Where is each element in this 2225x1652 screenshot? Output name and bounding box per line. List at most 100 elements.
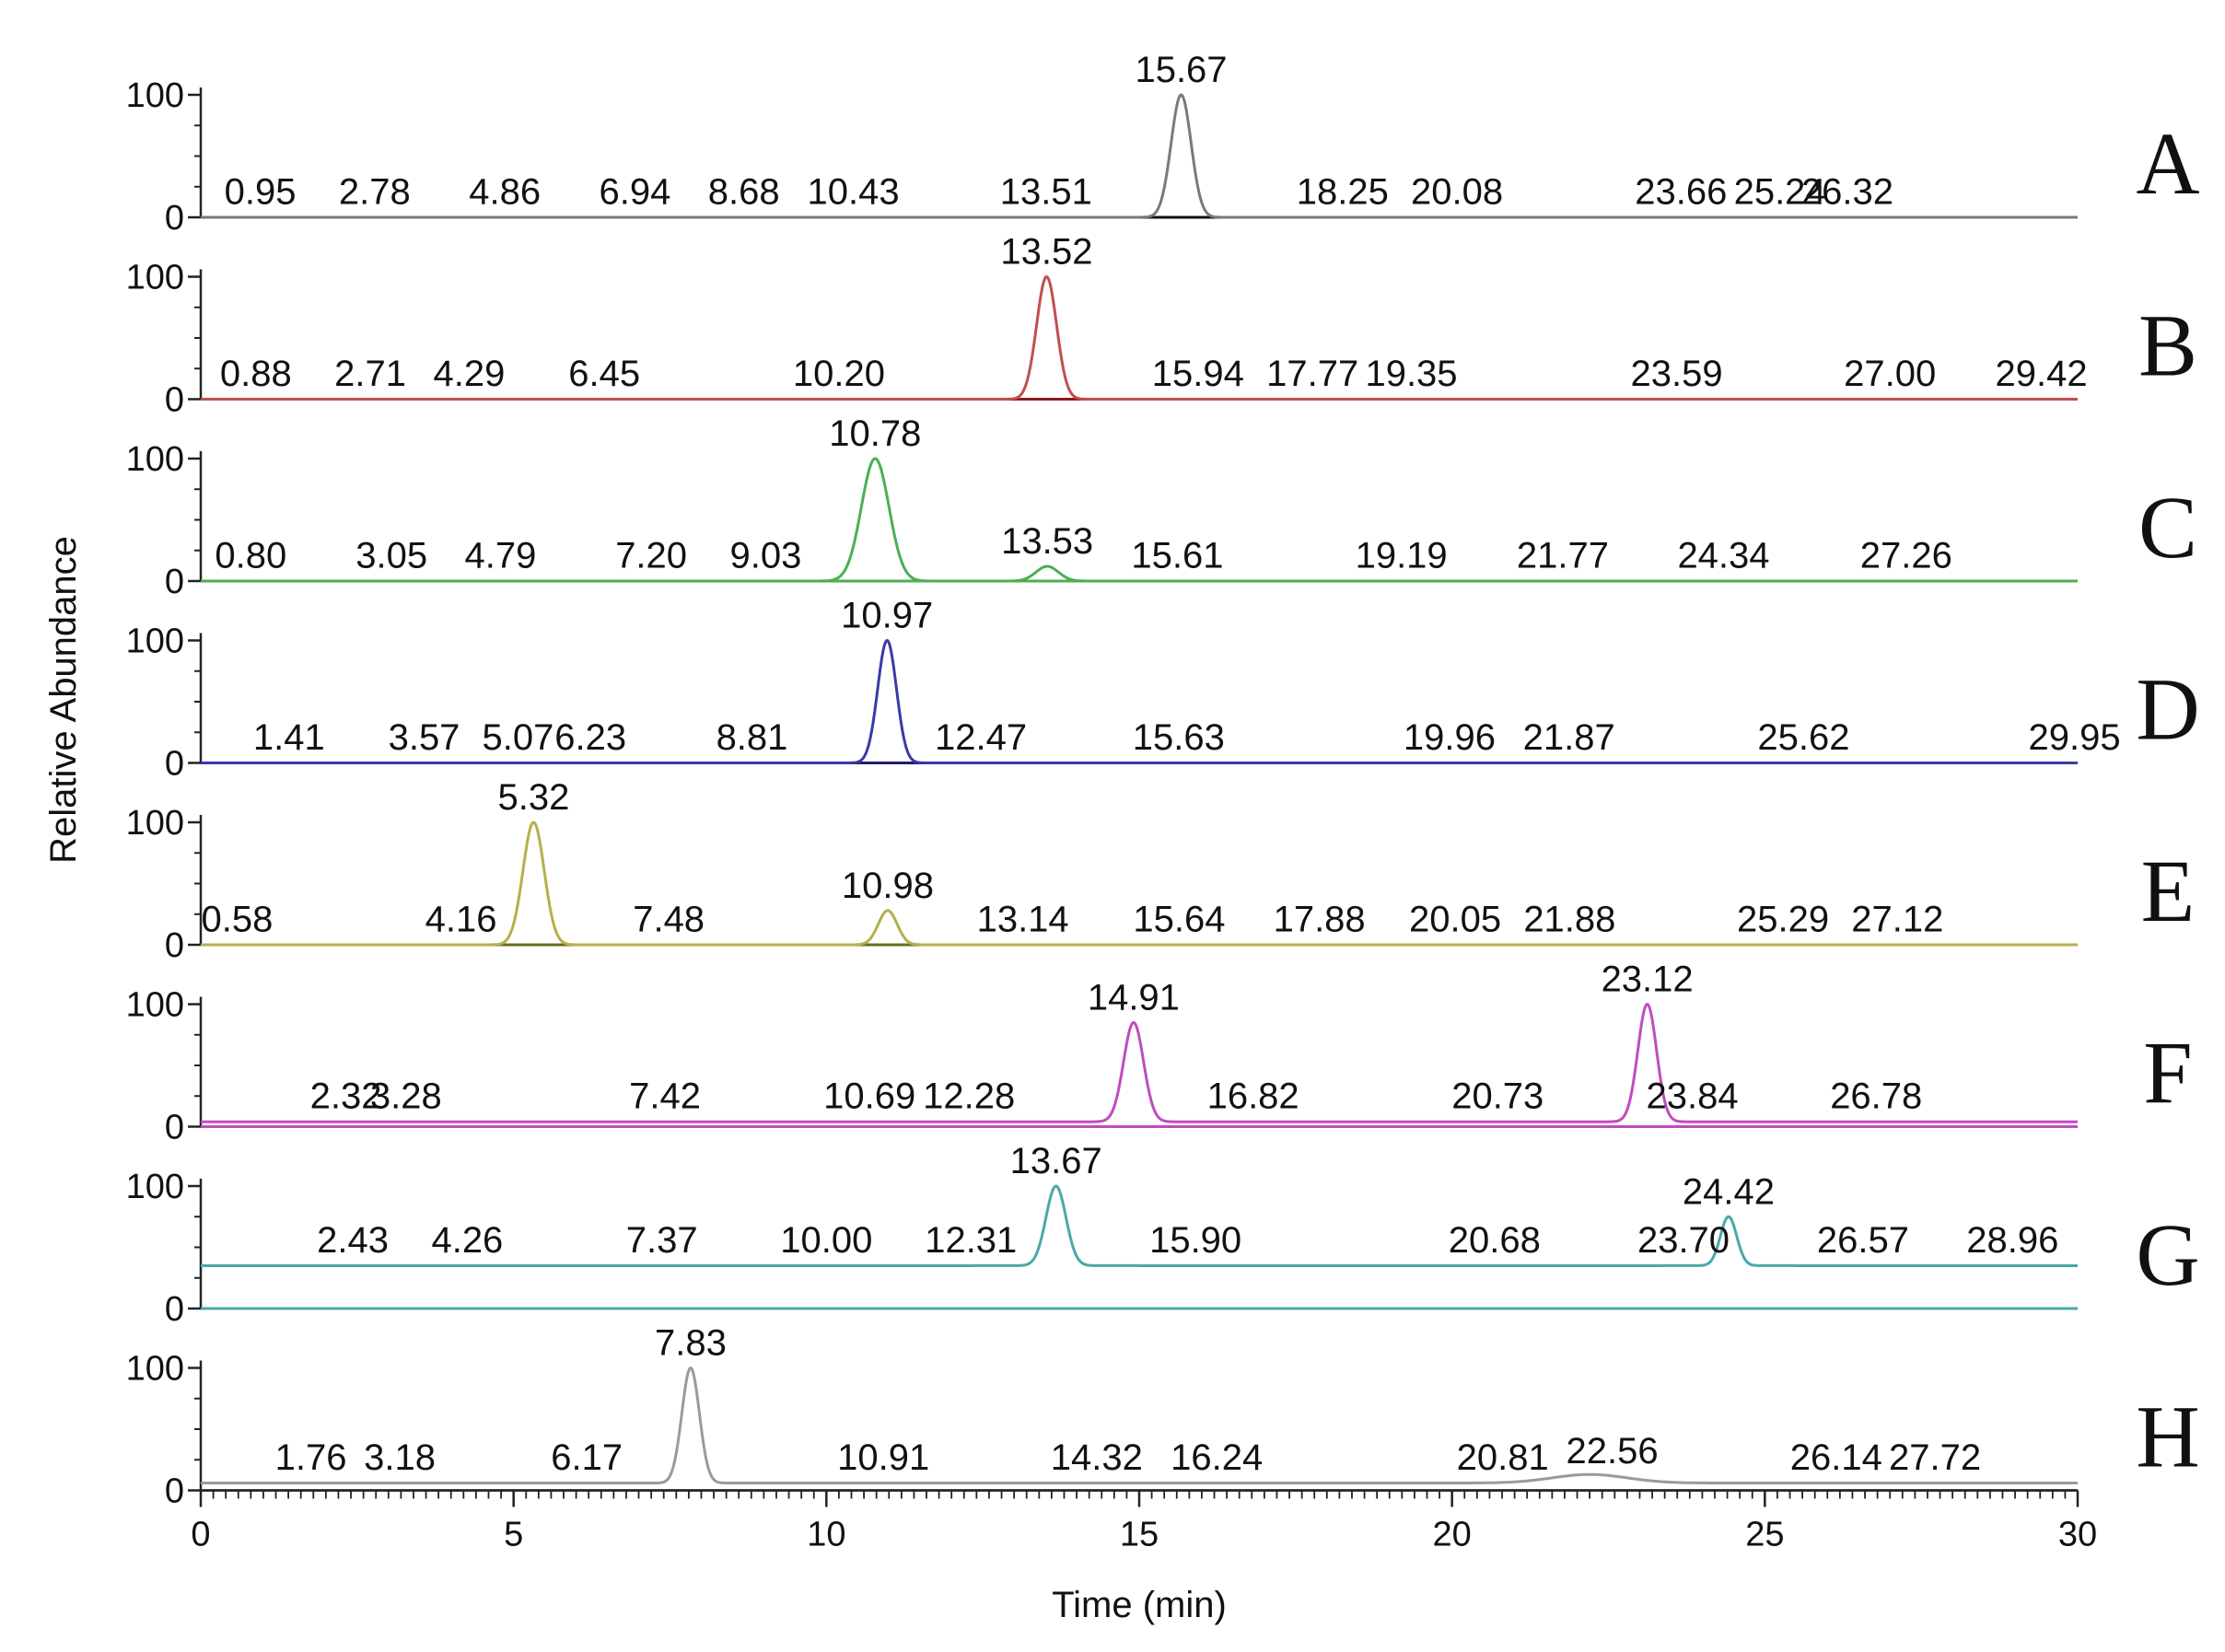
peak-label: 16.24 [1171,1437,1263,1478]
panel-d: 100 0 10.97 1.41 3.57 5.07 6.23 8.81 12.47 15.63 1… [126,596,2200,784]
peak-label: 23.70 [1637,1220,1730,1261]
peak-label: 4.26 [431,1220,503,1261]
peak-label: 29.95 [2029,717,2121,758]
panel-f: 100 0 14.91 23.12 2.323.28 7.42 10.69 12.28 16.8… [126,960,2193,1147]
peak-label: 15.61 [1131,535,1223,576]
peak-label: 10.00 [780,1220,872,1261]
peak-label: 20.81 [1457,1437,1549,1478]
trace-line [201,1184,2078,1267]
peak-label: 23.59 [1630,354,1722,394]
peak-label: 15.67 [1135,50,1227,90]
peak-label: 20.73 [1451,1076,1544,1117]
panels-group: 100 0 15.67 0.95 2.78 4.86 6.94 8.68 10.43 13.51 1… [126,50,2200,1511]
panel-a: 100 0 15.67 0.95 2.78 4.86 6.94 8.68 10.43 13.51 1… [126,50,2200,238]
peak-label: 24.34 [1677,535,1769,576]
y-tick-label-0: 0 [165,563,184,601]
y-tick-label-0: 0 [165,381,184,420]
trace-line [201,639,2078,764]
peak-label: 10.98 [842,866,934,906]
peak-label: 0.58 [201,899,273,939]
peak-label: 12.47 [935,717,1027,758]
peak-label: 23.84 [1646,1076,1738,1117]
peak-label: 2.43 [317,1220,389,1261]
peak-label: 19.35 [1365,354,1457,394]
peak-label: 2.71 [334,354,406,394]
peak-label: 1.41 [253,717,325,758]
peak-label: 29.42 [1996,354,2088,394]
peak-label: 25.62 [1757,717,1849,758]
peak-label: 26.78 [1830,1076,1922,1117]
y-tick-label-100: 100 [126,440,184,479]
x-tick-label: 25 [1745,1516,1784,1554]
panel-h: 100 0 7.83 22.56 1.76 3.18 6.17 10.91 14.32 16.24… [126,1323,2200,1511]
peak-label: 3.57 [389,717,460,758]
peak-label: 8.81 [716,717,788,758]
y-tick-label-100: 100 [126,986,184,1025]
peak-label: 15.90 [1149,1220,1241,1261]
y-tick-label-100: 100 [126,1350,184,1389]
peak-label: 7.37 [626,1220,698,1261]
peak-label: 9.03 [730,535,802,576]
peak-label: 26.57 [1817,1220,1909,1261]
peak-label: 4.16 [425,899,497,939]
trace-line [201,820,2078,947]
peak-label: 7.20 [615,535,687,576]
peak-label: 19.96 [1404,717,1496,758]
peak-label: 13.67 [1010,1141,1102,1181]
x-tick-label: 5 [504,1516,523,1554]
peak-label: 26.32 [1801,171,1893,212]
peak-label: 12.28 [923,1076,1015,1117]
peak-label: 3.28 [370,1076,442,1117]
peak-label: 0.95 [225,171,297,212]
peak-label: 20.08 [1411,171,1503,212]
peak-label: 10.69 [823,1076,915,1117]
x-tick-label: 20 [1433,1516,1472,1554]
peak-label: 13.53 [1001,521,1093,562]
peak-label: 27.12 [1851,899,1943,939]
y-tick-label-0: 0 [165,745,184,784]
panel-letter: F [2143,1024,2192,1123]
panel-e: 100 0 5.32 10.98 0.58 4.16 7.48 13.14 15.64 17.88… [126,777,2196,965]
peak-label: 13.14 [977,899,1069,939]
y-tick-label-0: 0 [165,1109,184,1147]
peak-label: 2.78 [339,171,411,212]
peak-label: 21.87 [1523,717,1615,758]
y-tick-label-100: 100 [126,76,184,115]
peak-label: 24.42 [1683,1171,1775,1212]
peak-label: 5.32 [497,777,569,818]
panel-letter: A [2136,114,2199,213]
peak-label: 7.83 [655,1323,727,1364]
peak-label: 23.12 [1602,960,1694,1000]
peak-label: 20.68 [1449,1220,1541,1261]
trace-line [201,1367,2078,1484]
panel-letter: D [2136,660,2199,759]
peak-label: 10.20 [793,354,885,394]
peak-label: 6.17 [551,1437,623,1478]
x-tick-label: 0 [191,1516,210,1554]
peak-label: 8.68 [708,171,780,212]
peak-label: 0.80 [215,535,286,576]
peak-label: 13.51 [1000,171,1092,212]
peak-label: 4.79 [464,535,536,576]
peak-label: 15.63 [1133,717,1225,758]
peak-label: 17.77 [1266,354,1358,394]
y-tick-label-100: 100 [126,622,184,661]
peak-label: 19.19 [1356,535,1448,576]
trace-line [201,1003,2078,1123]
peak-label: 4.29 [434,354,506,394]
peak-label: 27.72 [1889,1437,1981,1478]
peak-label: 26.14 [1790,1437,1882,1478]
peak-label: 6.23 [554,717,626,758]
peak-label: 23.66 [1635,171,1727,212]
y-tick-label-0: 0 [165,1472,184,1511]
peak-label: 17.88 [1274,899,1366,939]
panel-letter: B [2138,297,2197,395]
peak-label: 13.52 [1000,232,1092,273]
peak-label: 21.77 [1517,535,1609,576]
peak-label: 7.48 [633,899,705,939]
peak-label: 1.76 [275,1437,347,1478]
peak-label: 12.31 [925,1220,1017,1261]
trace-line [201,93,2078,219]
peak-label: 27.26 [1860,535,1952,576]
